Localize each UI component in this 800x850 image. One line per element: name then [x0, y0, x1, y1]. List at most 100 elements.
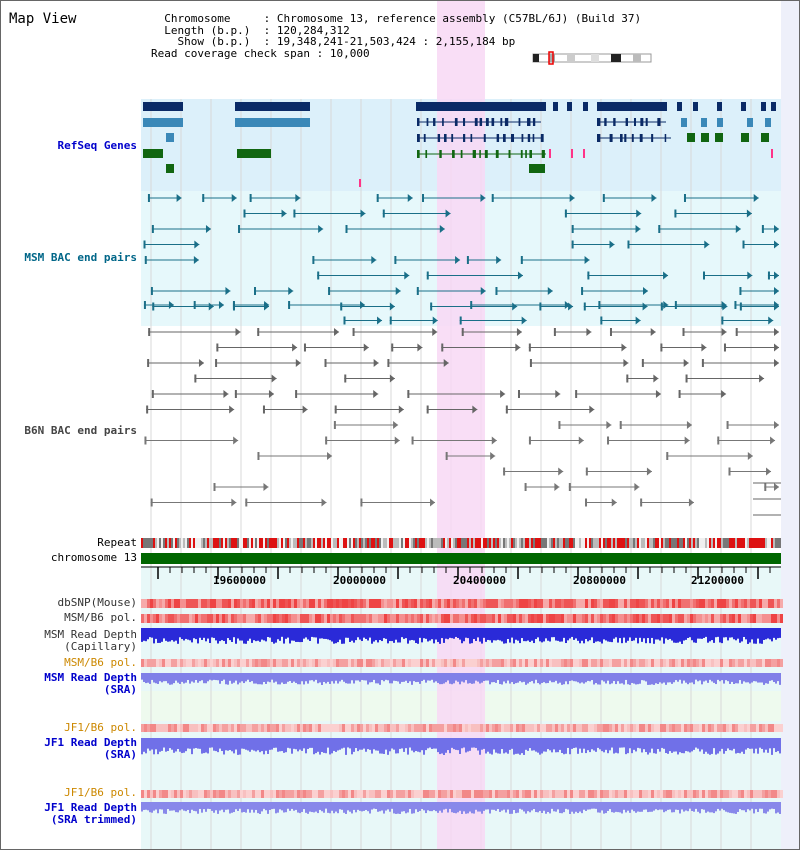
read-depth-bar — [369, 628, 371, 638]
read-depth-bar — [341, 628, 343, 644]
polymorphism-mark — [171, 659, 174, 667]
read-depth-bar — [583, 738, 585, 749]
polymorphism-mark — [363, 724, 366, 732]
bac-end — [430, 302, 433, 311]
repeat-mark — [403, 538, 405, 548]
repeat-mark — [565, 538, 567, 548]
b6n-bac-track-label[interactable]: B6N BAC end pairs — [24, 424, 137, 437]
refseq-track-label[interactable]: RefSeq Genes — [57, 139, 137, 152]
bac-end — [503, 467, 506, 476]
polymorphism-mark — [153, 599, 156, 608]
read-depth-bar — [363, 628, 365, 638]
polymorphism-mark — [453, 724, 456, 732]
read-depth-bar — [519, 802, 521, 809]
read-depth-bar — [175, 802, 177, 813]
read-depth-bar — [557, 673, 559, 684]
read-depth-bar — [277, 628, 279, 640]
read-depth-bar — [547, 673, 549, 684]
polymorphism-mark — [186, 790, 189, 798]
read-depth-bar — [767, 738, 769, 753]
read-depth-bar — [277, 802, 279, 813]
polymorphism-mark — [216, 724, 219, 732]
polymorphism-mark — [633, 724, 636, 732]
polymorphism-mark — [726, 790, 729, 798]
polymorphism-mark — [141, 659, 144, 667]
polymorphism-mark — [603, 724, 606, 732]
read-depth-bar — [221, 802, 223, 810]
bac-end — [373, 359, 379, 367]
read-depth-bar — [719, 628, 721, 643]
repeat-mark — [457, 538, 459, 548]
polymorphism-mark — [462, 724, 465, 732]
msm-bac-track-label[interactable]: MSM BAC end pairs — [24, 251, 137, 264]
read-depth-bar — [563, 738, 565, 755]
read-depth-bar — [423, 673, 425, 680]
read-depth-bar — [603, 802, 605, 814]
polymorphism-mark — [765, 790, 768, 798]
polymorphism-mark — [462, 614, 465, 623]
read-depth-bar — [291, 673, 293, 683]
polymorphism-mark — [594, 659, 597, 667]
read-depth-bar — [649, 628, 651, 644]
polymorphism-mark — [408, 659, 411, 667]
bac-end — [466, 256, 469, 264]
bac-end — [589, 405, 595, 414]
polymorphism-mark — [510, 724, 513, 732]
read-depth-bar — [379, 738, 381, 754]
read-depth-bar — [221, 738, 223, 752]
bac-end — [238, 225, 241, 233]
gene-block — [771, 149, 773, 158]
read-depth-bar — [351, 802, 353, 814]
polymorphism-mark — [225, 724, 228, 732]
polymorphism-mark — [663, 599, 666, 608]
read-depth-bar — [435, 738, 437, 749]
read-depth-bar — [251, 738, 253, 750]
read-depth-bar — [153, 738, 155, 755]
repeat-mark — [691, 538, 693, 548]
read-depth-bar — [639, 673, 641, 684]
read-depth-bar — [339, 673, 341, 682]
read-depth-bar — [199, 802, 201, 809]
read-depth-bar — [239, 738, 241, 755]
read-depth-bar — [593, 673, 595, 685]
read-depth-bar — [355, 738, 357, 749]
read-depth-bar — [291, 628, 293, 641]
repeat-mark — [227, 538, 229, 548]
repeat-mark — [521, 538, 523, 548]
read-depth-bar — [259, 673, 261, 685]
polymorphism-mark — [156, 790, 159, 798]
read-depth-bar — [683, 738, 685, 754]
polymorphism-mark — [204, 614, 207, 623]
polymorphism-mark — [318, 790, 321, 798]
read-depth-bar — [323, 628, 325, 639]
polymorphism-mark — [504, 790, 507, 798]
polymorphism-mark — [690, 790, 693, 798]
read-depth-bar — [549, 673, 551, 681]
read-depth-bar — [267, 628, 269, 638]
polymorphism-mark — [738, 659, 741, 667]
repeat-mark — [653, 538, 655, 548]
bac-end — [416, 287, 419, 295]
polymorphism-mark — [510, 659, 513, 667]
repeat-mark — [533, 538, 535, 548]
polymorphism-mark — [576, 659, 579, 667]
read-depth-bar — [327, 673, 329, 682]
bac-end — [761, 225, 764, 233]
read-depth-bar — [441, 802, 443, 813]
bac-end — [774, 240, 779, 249]
repeat-mark — [745, 538, 747, 548]
polymorphism-mark — [570, 724, 573, 732]
bac-end — [389, 316, 392, 325]
polymorphism-mark — [381, 724, 384, 732]
read-depth-bar — [371, 802, 373, 810]
read-depth-bar — [289, 802, 291, 811]
read-depth-bar — [617, 673, 619, 682]
polymorphism-mark — [639, 614, 642, 623]
read-depth-bar — [255, 802, 257, 810]
polymorphism-mark — [480, 614, 483, 623]
read-depth-bar — [603, 738, 605, 753]
polymorphism-mark — [471, 790, 474, 798]
polymorphism-mark — [288, 659, 291, 667]
bac-end — [345, 225, 348, 233]
read-depth-bar — [661, 738, 663, 748]
